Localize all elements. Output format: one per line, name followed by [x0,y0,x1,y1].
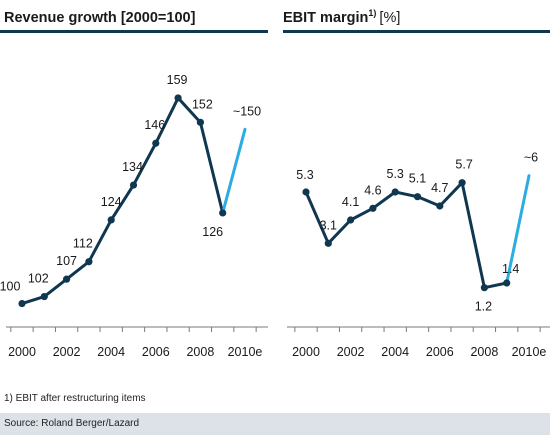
ebit-data-label-2005: 5.1 [409,172,426,186]
ebit-point-2007 [458,179,466,187]
ebit-title-main: EBIT margin [283,10,368,26]
revenue-tick-label-2000: 2000 [8,345,36,359]
revenue-data-label-2000: 100 [0,280,20,294]
revenue-title-rule [0,30,268,33]
ebit-series-segment [393,190,419,199]
ebit-point-2004 [391,188,399,196]
ebit-title-superscript: 1) [368,8,376,18]
ebit-title-unit: [%] [379,10,400,26]
revenue-series-segment [65,260,91,281]
ebit-point-2001 [324,239,332,247]
ebit-data-label-2003: 4.6 [364,183,381,197]
ebit-tick-label-2000: 2000 [292,345,320,359]
revenue-data-label-2002: 107 [56,254,77,268]
revenue-point-2000 [18,299,26,308]
ebit-series-segment [326,218,353,245]
revenue-series-segment [132,141,158,187]
revenue-point-2008 [196,118,204,126]
ebit-data-label-2004: 5.3 [387,167,404,181]
revenue-point-2006 [152,139,160,147]
revenue-tick-label-2004: 2004 [97,345,125,359]
ebit-tick-label-2004: 2004 [381,345,409,359]
ebit-point-2000 [302,188,310,196]
ebit-tick-label-2002: 2002 [337,345,365,359]
revenue-tick-label-2010e: 2010e [228,345,263,359]
footnote: 1) EBIT after restructuring items [4,393,146,404]
ebit-margin-chart: 5.3 3.1 4.1 4.6 5.3 5.1 4.7 5.7 1.2 1.4 ~6 2000 2002… [287,151,550,359]
ebit-series-segment [482,281,509,290]
revenue-series-segment [109,183,135,222]
source-note: Source: Roland Berger/Lazard [4,418,140,429]
revenue-tick-label-2006: 2006 [142,345,170,359]
revenue-series-segment [154,96,180,145]
ebit-series-segment [304,190,330,245]
revenue-series-segment [198,120,225,215]
revenue-data-label-2001: 102 [28,272,49,286]
ebit-data-label-2001: 3.1 [320,218,337,232]
revenue-data-label-2006: 146 [144,118,165,132]
revenue-tick-label-2002: 2002 [53,345,81,359]
ebit-series-segment [349,206,375,222]
revenue-data-label-2010e: ~150 [233,104,261,118]
revenue-data-label-2008: 152 [192,97,213,111]
ebit-series-segment [416,195,442,208]
ebit-data-label-2002: 4.1 [342,195,359,209]
revenue-point-2001 [40,292,48,301]
ebit-data-label-2007: 5.7 [455,158,472,172]
ebit-series-segment [371,190,397,210]
revenue-data-label-2005: 134 [122,160,143,174]
ebit-chart-title: EBIT margin1) [%] [283,8,400,26]
revenue-series-segment [20,295,46,306]
revenue-series-segment [42,277,69,299]
revenue-point-2005 [129,181,138,189]
ebit-tick-label-2010e: 2010e [512,345,547,359]
ebit-point-2003 [369,204,377,212]
revenue-point-2009 [219,209,227,217]
revenue-tick-label-2008: 2008 [186,345,214,359]
ebit-data-label-2000: 5.3 [296,168,313,182]
ebit-data-label-2009: 1.4 [502,262,519,276]
revenue-point-2004 [107,216,115,224]
ebit-point-2008 [480,284,488,292]
ebit-point-2006 [436,202,444,210]
ebit-tick-label-2008: 2008 [470,345,498,359]
ebit-data-label-2006: 4.7 [431,181,448,195]
revenue-chart-title: Revenue growth [2000=100] [4,10,196,26]
ebit-data-label-2008: 1.2 [475,300,492,314]
ebit-data-label-2010e: ~6 [524,151,538,165]
revenue-data-label-2004: 124 [101,195,122,209]
ebit-point-2002 [347,216,355,224]
revenue-point-2003 [85,258,93,266]
revenue-estimate-segment [221,127,247,215]
revenue-point-2002 [63,275,71,283]
ebit-series-segment [438,181,464,208]
ebit-point-2005 [413,193,422,201]
source-bar [0,413,550,435]
revenue-data-label-2009: 126 [202,225,223,239]
revenue-series-segment [87,218,113,264]
ebit-estimate-segment [505,174,531,285]
ebit-point-2009 [503,279,511,287]
ebit-title-rule [283,30,550,33]
ebit-tick-label-2006: 2006 [426,345,454,359]
revenue-data-label-2003: 112 [73,237,93,251]
revenue-point-2007 [174,94,182,102]
revenue-data-label-2007: 159 [167,73,188,87]
revenue-series-segment [176,96,202,124]
ebit-series-segment [460,181,486,290]
revenue-growth-chart: 100 102 107 112 124 134 146 159 152 126 ~150 2000 20… [0,73,268,359]
